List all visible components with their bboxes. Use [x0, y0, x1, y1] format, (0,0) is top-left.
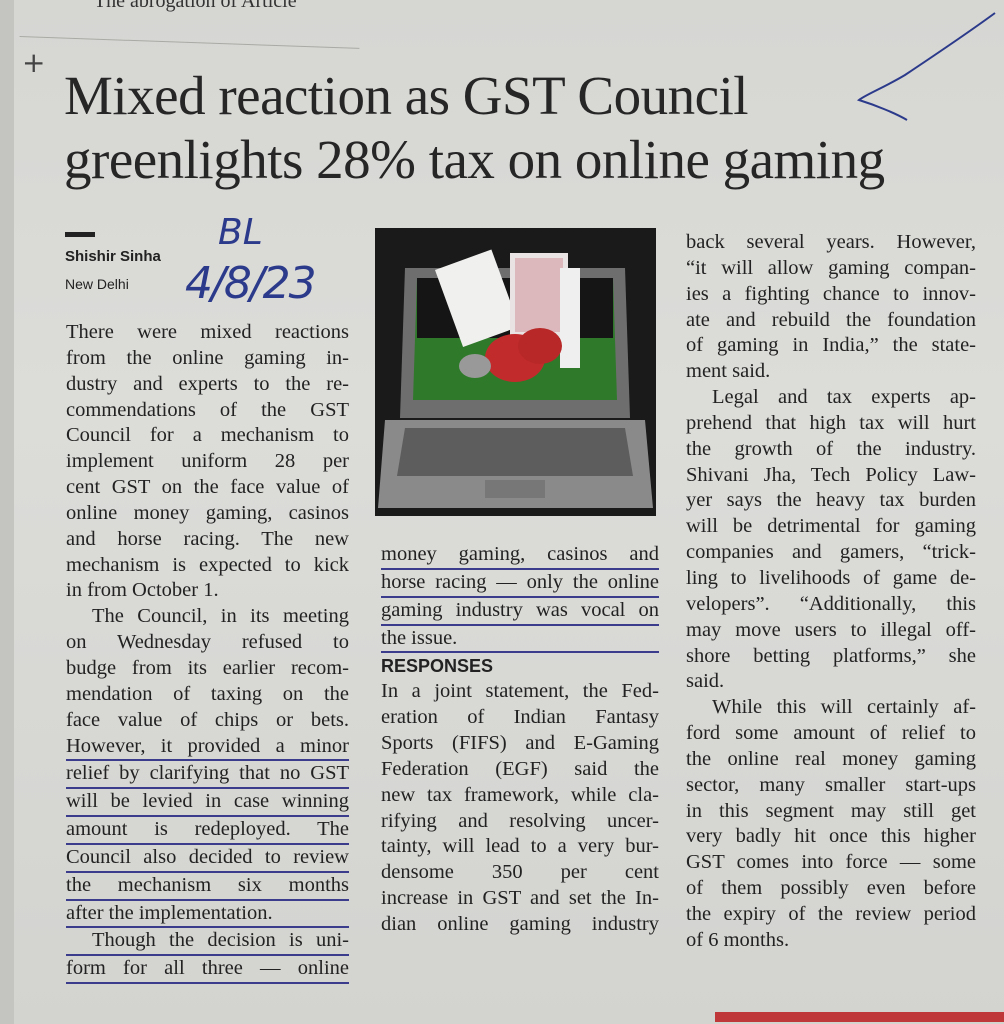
article-text-line: rifying and resolving uncer- [381, 809, 659, 832]
article-text-line: the online real money gaming [686, 747, 976, 770]
headline-line-1: Mixed reaction as GST Council [64, 65, 749, 126]
article-text-line: dustry and experts to the re- [66, 372, 349, 395]
article-text-line: companies and gamers, “trick- [686, 541, 976, 564]
torn-edge [19, 6, 361, 49]
article-text-line: GST comes into force — some [686, 851, 976, 874]
article-text-line: face value of chips or bets. [66, 708, 349, 731]
crop-mark-icon: + [22, 46, 46, 79]
article-text-line: after the implementation. [66, 901, 349, 929]
article-text-line: of 6 months. [686, 928, 790, 951]
article-text-line: the growth of the industry. [686, 437, 976, 460]
article-text-line: cent GST on the face value of [66, 476, 349, 499]
article-text-line: yer says the heavy tax burden [686, 489, 976, 512]
article-text-line: “it will allow gaming compan- [686, 256, 976, 279]
handwritten-initials: BL [218, 212, 263, 253]
article-text-line: in from October 1. [66, 579, 219, 602]
article-text-line: Sports (FIFS) and E-Gaming [381, 732, 659, 755]
laptop-cards-chips-image [375, 228, 656, 516]
article-text-line: gaming industry was vocal on [381, 598, 659, 626]
article-text-line: In a joint statement, the Fed- [381, 680, 659, 703]
article-text-line: increase in GST and set the In- [381, 887, 659, 910]
article-text-line: of them possibly even before [686, 877, 976, 900]
section-heading: RESPONSES [381, 656, 494, 677]
article-text-line: the mechanism six months [66, 873, 349, 901]
article-text-line: dian online gaming industry [381, 912, 659, 935]
article-text-line: eration of Indian Fantasy [381, 706, 659, 729]
article-text-line: the expiry of the review period [686, 902, 976, 925]
article-text-line: relief by clarifying that no GST [66, 761, 349, 790]
article-text-line: from the online gaming in- [66, 346, 349, 369]
article-text-line: on Wednesday refused to [66, 631, 349, 654]
article-text-line: ling to livelihoods of game de- [686, 566, 976, 589]
article-text-line: sector, many smaller start-ups [686, 773, 976, 796]
article-text-line: commendations of the GST [66, 398, 349, 421]
article-text-line: The Council, in its meeting [92, 605, 349, 628]
author-name: Shishir Sinha [65, 248, 161, 265]
article-text-line: amount is redeployed. The [66, 817, 349, 845]
byline-rule [65, 232, 95, 237]
article-text-line: budge from its earlier recom- [66, 656, 349, 679]
accent-bar [715, 1012, 1004, 1022]
headline: Mixed reaction as GST Council greenlight… [64, 64, 885, 192]
article-text-line: However, it provided a minor [66, 734, 349, 762]
article-text-line: very badly hit once this higher [686, 825, 976, 848]
article-text-line: Council for a mechanism to [66, 424, 349, 447]
article-text-line: ate and rebuild the foundation [686, 308, 976, 331]
article-photo [375, 228, 656, 516]
article-text-line: the issue. [381, 626, 659, 654]
article-text-line: shore betting platforms,” she [686, 644, 976, 667]
article-text-line: and horse racing. The new [66, 527, 349, 550]
article-text-line: tainty, will lead to a very bur- [381, 835, 659, 858]
article-text-line: will be detrimental for gaming [686, 515, 976, 538]
article-text-line: horse racing — only the online [381, 570, 659, 598]
article-text-line: back several years. However, [686, 231, 976, 253]
headline-line-2: greenlights 28% tax on online gaming [64, 129, 885, 190]
article-text-line: online money gaming, casinos [66, 501, 349, 524]
article-text-line: prehend that high tax will hurt [686, 411, 976, 434]
article-text-line: velopers”. “Additionally, this [686, 592, 976, 615]
article-text-line: Though the decision is uni- [66, 928, 349, 957]
article-text-line: ment said. [686, 360, 771, 383]
article-text-line: densome 350 per cent [381, 861, 659, 884]
article-text-line: of gaming in India,” the state- [686, 334, 976, 357]
previous-article-fragment: “The abrogation of Article [85, 0, 297, 12]
column-2: money gaming, casinos and horse racing — … [381, 542, 659, 938]
article-text-line: Shivani Jha, Tech Policy Law- [686, 463, 976, 486]
article-text-line: There were mixed reactions [66, 321, 349, 343]
article-text-line: form for all three — online [66, 956, 349, 985]
article-text-line: new tax framework, while cla- [381, 783, 659, 806]
article-text-line: said. [686, 670, 725, 693]
pen-check-mark-icon [856, 12, 996, 121]
article-text-line: While this will certainly af- [712, 696, 976, 719]
article-text-line: Legal and tax experts ap- [712, 386, 976, 409]
article-text-line: may move users to illegal off- [686, 618, 976, 641]
article-text-line: Council also decided to review [66, 845, 349, 873]
article-text-line: mechanism is expected to kick [66, 553, 349, 576]
dateline: New Delhi [65, 276, 129, 292]
page-edge [0, 0, 14, 1024]
article-text-line: mendation of taxing on the [66, 682, 349, 705]
article-text-line: money gaming, casinos and [381, 542, 659, 570]
column-1: There were mixed reactions from the onlin… [66, 320, 349, 985]
article-text-line: in this segment may still get [686, 799, 976, 822]
article-text-line: will be levied in case winning [66, 789, 349, 818]
article-text-line: implement uniform 28 per [66, 450, 349, 473]
article-text-line: ies a fighting chance to innov- [686, 282, 976, 305]
article-text-line: Federation (EGF) said the [381, 757, 659, 780]
article-text-line: ford some amount of relief to [686, 722, 976, 745]
column-3: back several years. However, “it will all… [686, 230, 976, 954]
handwritten-date: 4/8/23 [185, 258, 317, 309]
